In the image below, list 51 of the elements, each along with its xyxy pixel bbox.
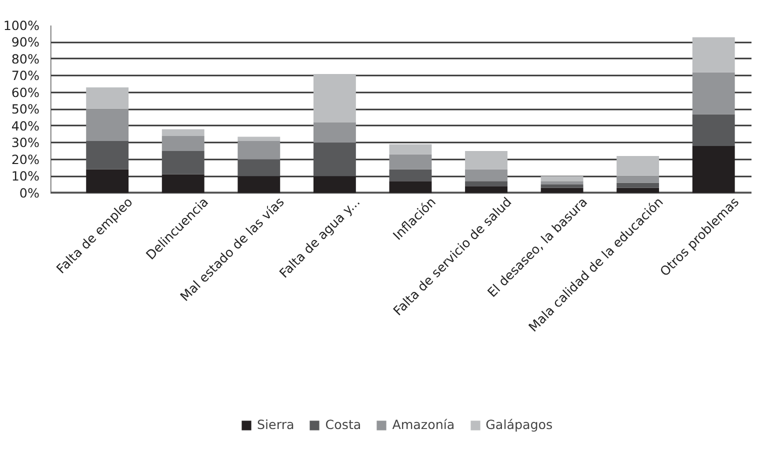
bar [389, 181, 432, 193]
bar [616, 188, 660, 193]
bar [616, 156, 660, 176]
y-tick-label: 70% [11, 68, 40, 84]
bar [238, 136, 280, 141]
bar [86, 109, 129, 141]
bar [465, 181, 508, 186]
bar [389, 144, 432, 154]
bar [465, 186, 508, 193]
bar [238, 140, 280, 160]
bar [692, 146, 735, 193]
bar [540, 176, 584, 182]
legend-label: Amazonía [392, 417, 455, 432]
y-tick-label: 100% [3, 18, 40, 33]
legend-label: Galápagos [486, 417, 553, 432]
bar [692, 114, 735, 146]
bar [162, 174, 204, 193]
bar [86, 169, 129, 193]
bar [465, 151, 508, 170]
bar [162, 129, 204, 136]
y-tick-label: 60% [11, 84, 40, 100]
y-tick-label: 30% [11, 135, 40, 150]
bar [540, 184, 584, 188]
bar [465, 169, 508, 182]
y-tick-label: 0% [19, 185, 40, 200]
legend-label: Costa [325, 417, 362, 432]
bar [313, 122, 356, 143]
bar [86, 87, 129, 110]
bar [86, 140, 129, 170]
y-tick-label: 40% [11, 118, 40, 134]
bar [313, 74, 356, 123]
y-tick-label: 80% [11, 51, 40, 66]
bar [162, 151, 204, 174]
bar [692, 37, 735, 72]
bar [540, 188, 584, 193]
legend-label: Sierra [257, 417, 294, 432]
y-tick-label: 50% [11, 102, 40, 117]
bar [389, 154, 432, 170]
bar [692, 72, 735, 114]
y-tick-label: 10% [11, 168, 40, 184]
bar [616, 176, 660, 183]
y-tick-label: 90% [11, 34, 40, 50]
bar [162, 136, 204, 152]
bar [540, 181, 584, 184]
bar [313, 142, 356, 176]
y-tick-label: 20% [11, 152, 40, 167]
bar [313, 176, 356, 193]
bar [238, 159, 280, 176]
bar [616, 182, 660, 188]
bar [238, 176, 280, 193]
bar [389, 169, 432, 182]
